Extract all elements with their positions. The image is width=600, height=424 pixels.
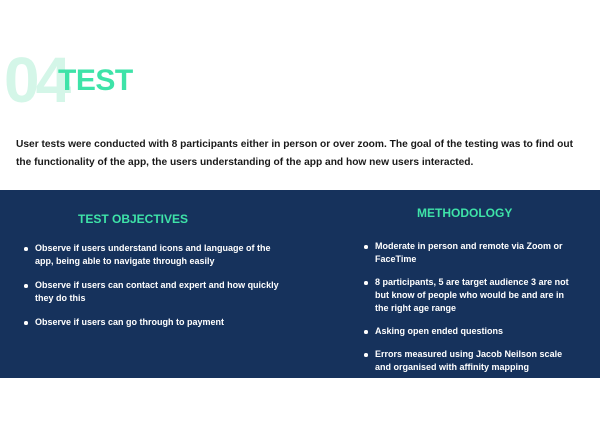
objective-text: Observe if users can contact and expert …: [35, 280, 279, 303]
methodology-text: Errors measured using Jacob Neilson scal…: [375, 349, 563, 372]
methodology-list: Moderate in person and remote via Zoom o…: [362, 240, 572, 384]
objective-item: Observe if users understand icons and la…: [22, 242, 290, 268]
methodology-text: Asking open ended questions: [375, 326, 504, 336]
methodology-text: Moderate in person and remote via Zoom o…: [375, 241, 563, 264]
details-panel: TEST OBJECTIVES Observe if users underst…: [0, 190, 600, 378]
objectives-column: TEST OBJECTIVES Observe if users underst…: [22, 190, 290, 378]
bullet-icon: [364, 281, 368, 285]
section-title: TEST: [58, 64, 133, 97]
objective-item: Observe if users can go through to payme…: [22, 316, 290, 329]
bullet-icon: [24, 247, 28, 251]
methodology-text: 8 participants, 5 are target audience 3 …: [375, 277, 569, 313]
methodology-item: Asking open ended questions: [362, 325, 572, 338]
methodology-item: Moderate in person and remote via Zoom o…: [362, 240, 572, 266]
objective-item: Observe if users can contact and expert …: [22, 279, 290, 305]
methodology-item: 8 participants, 5 are target audience 3 …: [362, 276, 572, 315]
bullet-icon: [24, 321, 28, 325]
objective-text: Observe if users understand icons and la…: [35, 243, 271, 266]
methodology-item: Errors measured using Jacob Neilson scal…: [362, 348, 572, 374]
intro-paragraph: User tests were conducted with 8 partici…: [16, 139, 573, 168]
bullet-icon: [24, 284, 28, 288]
bullet-icon: [364, 245, 368, 249]
section-number: 04: [4, 44, 71, 116]
bullet-icon: [364, 353, 368, 357]
objectives-list: Observe if users understand icons and la…: [22, 242, 290, 340]
objectives-heading: TEST OBJECTIVES: [78, 212, 189, 226]
methodology-heading: METHODOLOGY: [417, 206, 513, 220]
objective-text: Observe if users can go through to payme…: [35, 317, 225, 327]
bullet-icon: [364, 330, 368, 334]
methodology-column: METHODOLOGY Moderate in person and remot…: [362, 190, 572, 378]
section-header: 04 TEST User tests were conducted with 8…: [0, 0, 600, 190]
